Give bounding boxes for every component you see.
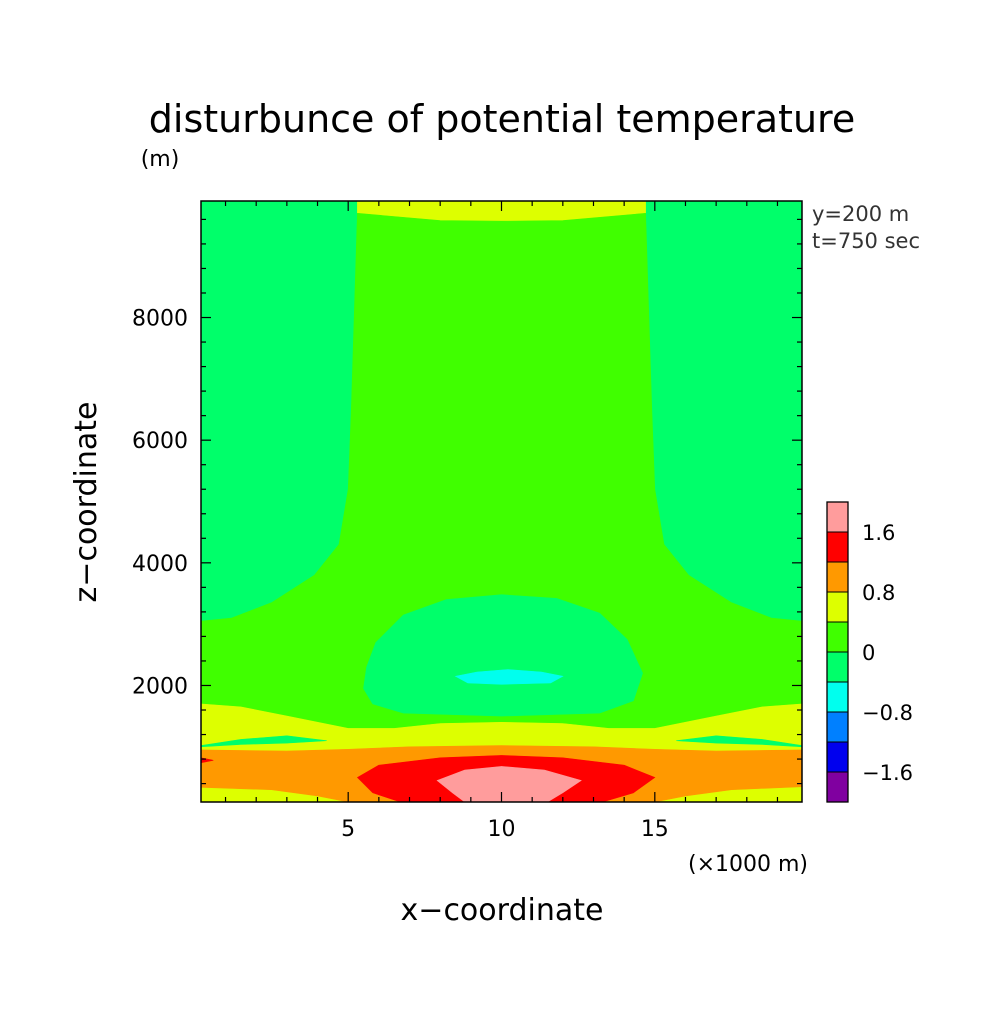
y-tick-label: 4000 bbox=[132, 552, 188, 577]
axis-tick-labels: 5 10 15 2000 4000 6000 8000 bbox=[132, 307, 669, 842]
colorbar-segment bbox=[827, 562, 848, 592]
contour-region-max-core bbox=[436, 766, 582, 803]
colorbar-tick-label: 0.8 bbox=[862, 581, 895, 605]
y-tick-label: 8000 bbox=[132, 307, 188, 332]
x-axis-title: x−coordinate bbox=[401, 893, 604, 928]
colorbar-segment bbox=[827, 712, 848, 742]
colorbar-tick-label: −0.8 bbox=[862, 701, 913, 725]
chart-title: disturbunce of potential temperature bbox=[149, 97, 855, 141]
colorbar-segment bbox=[827, 502, 848, 532]
axis-ticks bbox=[201, 201, 802, 802]
colorbar: 1.6 0.8 0 −0.8 −1.6 bbox=[826, 501, 913, 803]
annotation-y-location: y=200 m bbox=[812, 202, 909, 226]
colorbar-tick-label: −1.6 bbox=[862, 761, 913, 785]
colorbar-segment bbox=[827, 682, 848, 712]
colorbar-segment bbox=[827, 532, 848, 562]
colorbar-tick-label: 1.6 bbox=[862, 521, 895, 545]
x-tick-label: 10 bbox=[488, 817, 516, 842]
contour-region-left-neg-sliver bbox=[200, 735, 327, 748]
y-tick-label: 2000 bbox=[132, 674, 188, 699]
y-axis-title: z−coordinate bbox=[69, 402, 104, 603]
colorbar-segment bbox=[827, 742, 848, 772]
y-tick-label: 6000 bbox=[132, 429, 188, 454]
contour-region-right-neg-sliver bbox=[676, 735, 803, 748]
y-unit-label: (m) bbox=[141, 147, 180, 172]
colorbar-segment bbox=[827, 592, 848, 622]
x-unit-label: (×1000 m) bbox=[688, 852, 808, 877]
contour-region-central-neg-blob bbox=[363, 594, 643, 717]
colorbar-segment bbox=[827, 652, 848, 682]
colorbar-segment bbox=[827, 772, 848, 802]
x-tick-label: 15 bbox=[641, 817, 669, 842]
annotation-time: t=750 sec bbox=[812, 229, 920, 253]
colorbar-segment bbox=[827, 622, 848, 652]
contour-region-cold-core bbox=[454, 669, 564, 685]
x-tick-label: 5 bbox=[341, 817, 355, 842]
colorbar-tick-label: 0 bbox=[862, 641, 875, 665]
contour-fill-layer bbox=[200, 200, 803, 803]
